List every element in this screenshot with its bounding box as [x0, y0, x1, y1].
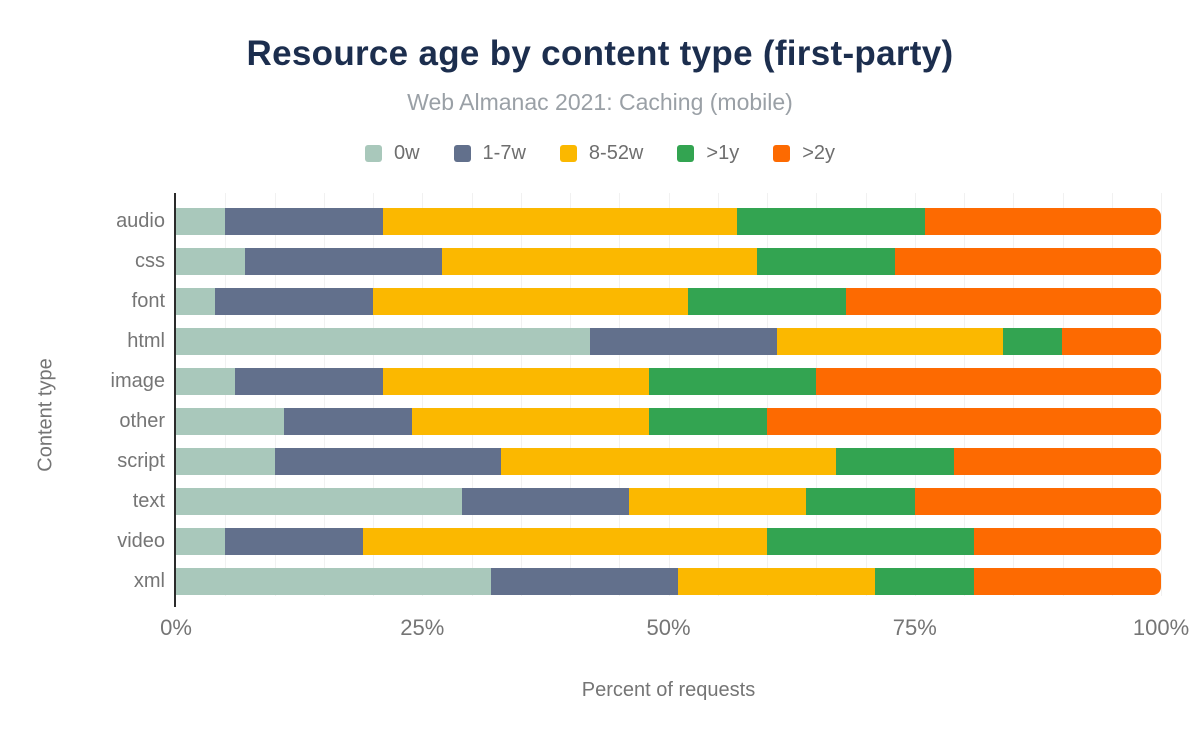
category-label-text: text	[132, 490, 165, 512]
legend-item-1-7w: 1-7w	[453, 142, 526, 165]
bar-segment-html-8-52w	[776, 328, 1004, 355]
bar-segment-text-1-7w	[461, 488, 630, 515]
bar-segment-xml-1-7w	[491, 568, 679, 595]
gridline	[1161, 193, 1162, 596]
x-axis-title: Percent of requests	[581, 679, 756, 701]
bar-segment-css->1y	[757, 248, 896, 275]
bar-segment-audio-8-52w	[382, 208, 738, 235]
legend-label: >1y	[706, 142, 740, 164]
legend-item-0w: 0w	[364, 142, 420, 165]
bar-segment-xml-0w	[176, 568, 492, 595]
category-label-other: other	[119, 410, 165, 432]
bar-segment-html-1-7w	[589, 328, 777, 355]
plot-area	[174, 193, 1162, 607]
bar-segment-script-0w	[176, 448, 275, 475]
bar-segment-script-1-7w	[274, 448, 502, 475]
bar-row-css	[176, 248, 1161, 275]
bar-segment-image-0w	[176, 368, 236, 395]
bar-segment-other->1y	[648, 408, 767, 435]
bar-row-other	[176, 408, 1161, 435]
bar-segment-xml->1y	[875, 568, 974, 595]
bar-segment-css-1-7w	[244, 248, 442, 275]
bar-segment-other-0w	[176, 408, 285, 435]
legend-swatch-icon	[773, 145, 791, 162]
chart-subtitle: Web Almanac 2021: Caching (mobile)	[407, 89, 793, 115]
x-tick-label-25pct: 25%	[400, 615, 445, 640]
category-label-html: html	[127, 330, 165, 352]
bar-segment-audio->2y	[924, 208, 1161, 235]
legend-item->1y: >1y	[677, 142, 739, 165]
bar-segment-html->2y	[1062, 328, 1161, 355]
bar-segment-video-8-52w	[363, 528, 767, 555]
bar-row-audio	[176, 208, 1161, 235]
category-label-image: image	[110, 370, 165, 392]
bar-row-image	[176, 368, 1161, 395]
bar-segment-text-8-52w	[629, 488, 807, 515]
bar-segment-xml->2y	[973, 568, 1161, 595]
bar-segment-other-8-52w	[412, 408, 649, 435]
legend-label: 1-7w	[482, 142, 526, 164]
bar-segment-font-0w	[176, 288, 216, 315]
chart-title: Resource age by content type (first-part…	[246, 34, 954, 73]
bar-segment-other-1-7w	[284, 408, 413, 435]
bar-segment-font-8-52w	[372, 288, 689, 315]
category-label-audio: audio	[116, 210, 165, 232]
legend-item->2y: >2y	[773, 142, 835, 165]
bar-segment-text->1y	[806, 488, 915, 515]
category-label-script: script	[117, 450, 165, 472]
bar-segment-image-8-52w	[382, 368, 649, 395]
bar-segment-audio->1y	[737, 208, 925, 235]
bar-row-font	[176, 288, 1161, 315]
category-label-css: css	[135, 250, 165, 272]
bar-segment-image-1-7w	[235, 368, 383, 395]
bar-segment-script->1y	[835, 448, 955, 475]
legend-label: >2y	[802, 142, 836, 164]
legend-swatch-icon	[559, 145, 577, 162]
bar-segment-script->2y	[954, 448, 1161, 475]
bar-segment-font->2y	[845, 288, 1161, 315]
legend: 0w 1-7w 8-52w >1y >2y	[0, 142, 1200, 165]
x-tick-label-0pct: 0%	[160, 615, 192, 640]
bar-segment-text-0w	[176, 488, 462, 515]
bar-row-text	[176, 488, 1161, 515]
bar-segment-audio-0w	[176, 208, 226, 235]
bar-segment-font-1-7w	[215, 288, 373, 315]
bar-segment-video->2y	[973, 528, 1161, 555]
bar-segment-xml-8-52w	[678, 568, 876, 595]
bar-segment-image->2y	[816, 368, 1161, 395]
category-label-xml: xml	[133, 570, 165, 592]
bar-segment-other->2y	[766, 408, 1161, 435]
legend-label: 0w	[393, 142, 420, 164]
bar-segment-video-0w	[176, 528, 226, 555]
x-tick-label-75pct: 75%	[892, 615, 937, 640]
bar-segment-html-0w	[176, 328, 590, 355]
bar-segment-script-8-52w	[501, 448, 836, 475]
legend-item-8-52w: 8-52w	[559, 142, 644, 165]
bar-segment-video->1y	[766, 528, 974, 555]
bar-segment-audio-1-7w	[225, 208, 383, 235]
bar-segment-css-8-52w	[441, 248, 758, 275]
bar-row-video	[176, 528, 1161, 555]
bar-row-html	[176, 328, 1161, 355]
bar-segment-css->2y	[895, 248, 1161, 275]
category-label-video: video	[117, 530, 165, 552]
y-axis-line	[174, 193, 176, 607]
bar-segment-text->2y	[914, 488, 1161, 515]
legend-label: 8-52w	[588, 142, 644, 164]
legend-swatch-icon	[453, 145, 471, 162]
bar-row-script	[176, 448, 1161, 475]
bar-segment-video-1-7w	[225, 528, 364, 555]
x-tick-label-100pct: 100%	[1132, 615, 1190, 640]
bar-row-xml	[176, 568, 1161, 595]
legend-swatch-icon	[677, 145, 695, 162]
bar-segment-image->1y	[648, 368, 817, 395]
legend-swatch-icon	[364, 145, 382, 162]
bar-segment-html->1y	[1003, 328, 1063, 355]
bar-segment-font->1y	[688, 288, 846, 315]
x-tick-label-50pct: 50%	[646, 615, 691, 640]
bar-segment-css-0w	[176, 248, 245, 275]
category-label-font: font	[131, 290, 165, 312]
